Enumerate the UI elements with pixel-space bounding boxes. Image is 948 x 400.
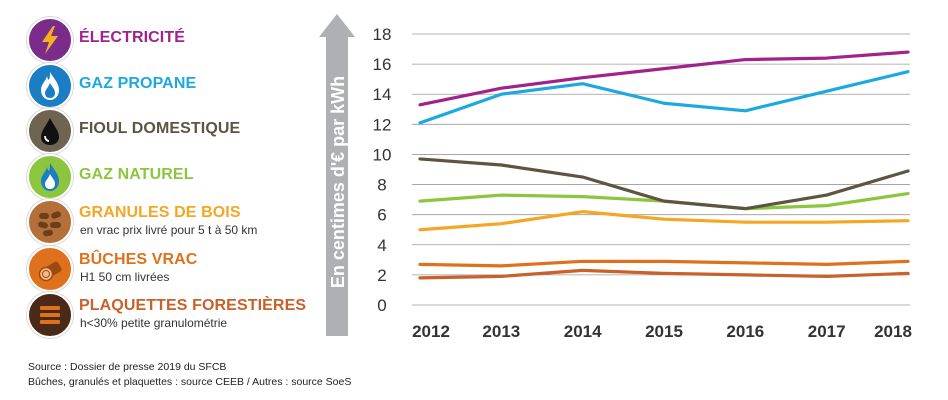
y-tick-label: 0 <box>377 296 386 315</box>
source-note: Source : Dossier de presse 2019 du SFCB … <box>28 360 351 390</box>
y-tick-label: 10 <box>373 145 392 164</box>
legend-item-granules-de-bois: GRANULES DE BOIS en vrac prix livré pour… <box>27 199 327 245</box>
x-tick-label: 2016 <box>726 322 764 341</box>
legend-item-fioul-domestique: FIOUL DOMESTIQUE <box>27 108 327 154</box>
y-tick-label: 16 <box>373 55 392 74</box>
legend-label: FIOUL DOMESTIQUE <box>79 120 241 137</box>
legend-sublabel: h<30% petite granulométrie <box>80 316 228 330</box>
chart-series <box>418 50 910 280</box>
legend-label: GAZ NATUREL <box>79 166 194 183</box>
x-tick-label: 2017 <box>808 322 846 341</box>
wood-pellets-icon <box>27 199 73 245</box>
legend-label: PLAQUETTES FORESTIÈRES <box>79 297 307 314</box>
legend-label: BÛCHES VRAC <box>79 251 198 268</box>
legend-label: GRANULES DE BOIS <box>79 204 241 221</box>
y-axis-arrow: En centimes d'€ par kWh <box>319 14 355 336</box>
y-axis-ticks: 0 2 4 6 8 10 12 14 16 18 <box>373 25 392 315</box>
y-tick-label: 8 <box>377 176 386 195</box>
x-axis-ticks: 2012 2013 2014 2015 2016 2017 2018 <box>412 322 912 341</box>
y-tick-label: 12 <box>373 115 392 134</box>
y-tick-label: 6 <box>377 206 386 225</box>
y-tick-label: 18 <box>373 25 392 44</box>
series-line <box>418 157 910 211</box>
x-tick-label: 2013 <box>482 322 520 341</box>
series-line <box>418 50 910 107</box>
legend-sublabel: en vrac prix livré pour 5 t à 50 km <box>80 223 258 237</box>
oil-drop-icon <box>27 108 73 154</box>
y-tick-label: 4 <box>377 236 386 255</box>
y-axis-label: En centimes d'€ par kWh <box>328 76 348 288</box>
series-line <box>418 70 910 125</box>
legend-label: GAZ PROPANE <box>79 75 197 92</box>
series-line <box>418 259 910 268</box>
legend-item-plaquettes-forestieres: PLAQUETTES FORESTIÈRES h<30% petite gran… <box>27 292 327 338</box>
legend-label: ÉLECTRICITÉ <box>79 29 185 46</box>
x-tick-label: 2018 <box>874 322 912 341</box>
source-line: Source : Dossier de presse 2019 du SFCB <box>28 361 227 373</box>
lightning-icon <box>27 17 73 63</box>
source-line: Bûches, granulés et plaquettes : source … <box>28 376 352 388</box>
x-tick-label: 2015 <box>645 322 683 341</box>
series-line <box>418 268 910 280</box>
y-tick-label: 2 <box>377 266 386 285</box>
wood-chips-icon <box>27 292 73 338</box>
legend-item-buches-vrac: BÛCHES VRAC H1 50 cm livrées <box>27 246 327 292</box>
x-tick-label: 2012 <box>412 322 450 341</box>
y-axis-arrow-head <box>319 14 355 37</box>
x-tick-label: 2014 <box>564 322 602 341</box>
log-icon <box>27 246 73 292</box>
series-line <box>418 210 910 232</box>
legend-item-gaz-naturel: GAZ NATUREL <box>27 154 327 200</box>
chart-legend: ÉLECTRICITÉ GAZ PROPANE FIOUL DOMESTIQUE <box>0 0 330 400</box>
legend-sublabel: H1 50 cm livrées <box>80 270 170 284</box>
y-axis-arrow-shaft <box>326 28 348 336</box>
legend-item-electricite: ÉLECTRICITÉ <box>27 17 327 63</box>
y-tick-label: 14 <box>373 85 392 104</box>
